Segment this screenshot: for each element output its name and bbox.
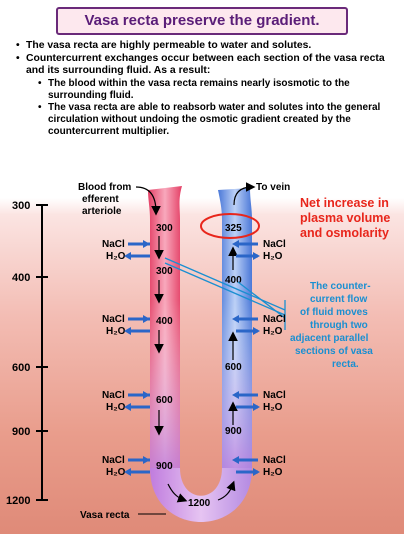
axis-tick-label: 1200 [6, 495, 30, 507]
net-increase-line: Net increase in [300, 196, 389, 210]
label-to-vein: To vein [256, 182, 290, 193]
note-line: of fluid moves [300, 307, 368, 318]
label-efferent: efferent [82, 194, 119, 205]
ascending-value: 400 [225, 275, 242, 286]
net-increase-line: and osmolarity [300, 226, 389, 240]
svg-text:H₂O: H₂O [106, 402, 126, 413]
svg-text:H₂O: H₂O [106, 326, 126, 337]
descending-value: 300 [156, 223, 173, 234]
svg-text:NaCl: NaCl [263, 455, 286, 466]
label-arteriole: arteriole [82, 206, 122, 217]
bullet-countercurrent: Countercurrent exchanges occur between e… [14, 53, 394, 77]
svg-text:NaCl: NaCl [102, 455, 125, 466]
bottom-value: 1200 [188, 498, 211, 509]
page-title: Vasa recta preserve the gradient. [56, 7, 348, 35]
axis-tick-label: 600 [12, 362, 30, 374]
svg-text:NaCl: NaCl [263, 390, 286, 401]
exchange-left: NaCl H₂O NaCl H₂O NaCl H₂O NaCl H₂O [102, 239, 150, 478]
descending-value: 900 [156, 461, 173, 472]
note-line: sections of vasa [295, 346, 373, 357]
svg-text:NaCl: NaCl [102, 314, 125, 325]
highlight-ellipse [200, 213, 260, 239]
net-increase-line: plasma volume [300, 211, 390, 225]
svg-text:H₂O: H₂O [106, 251, 126, 262]
exit-arrow [233, 182, 256, 206]
svg-text:NaCl: NaCl [102, 239, 125, 250]
descending-value: 300 [156, 266, 173, 277]
svg-text:H₂O: H₂O [106, 467, 126, 478]
note-line: adjacent parallel [290, 333, 369, 344]
svg-text:H₂O: H₂O [263, 326, 283, 337]
descending-value: 400 [156, 316, 173, 327]
bullet-isosmotic: The blood within the vasa recta remains … [14, 78, 394, 102]
note-line: through two [310, 320, 368, 331]
label-blood-from: Blood from [78, 182, 131, 193]
svg-text:NaCl: NaCl [102, 390, 125, 401]
svg-text:H₂O: H₂O [263, 467, 283, 478]
descending-value: 600 [156, 395, 173, 406]
bullet-list: The vasa recta are highly permeable to w… [14, 40, 394, 138]
bullet-reabsorb: The vasa recta are able to reabsorb wate… [14, 102, 394, 138]
ascending-value: 600 [225, 362, 242, 373]
note-line: The counter- [310, 281, 371, 292]
svg-text:H₂O: H₂O [263, 402, 283, 413]
exchange-right: NaCl H₂O NaCl H₂O NaCl H₂O NaCl H₂O [232, 239, 286, 478]
axis-tick-label: 900 [12, 426, 30, 438]
osmolarity-axis: 300 400 600 900 1200 [6, 200, 48, 507]
entry-arrow [135, 186, 161, 216]
note-line: current flow [310, 294, 367, 305]
note-line: recta. [332, 359, 359, 370]
bullet-permeable: The vasa recta are highly permeable to w… [14, 40, 394, 52]
svg-text:NaCl: NaCl [263, 239, 286, 250]
flow-arrows [154, 236, 238, 503]
svg-text:NaCl: NaCl [263, 314, 286, 325]
label-vasa-recta: Vasa recta [80, 510, 130, 521]
axis-tick-label: 300 [12, 200, 30, 212]
ascending-value: 900 [225, 426, 242, 437]
svg-text:H₂O: H₂O [263, 251, 283, 262]
interstitial-fluid-background [0, 198, 404, 534]
countercurrent-connector [164, 257, 286, 330]
axis-tick-label: 400 [12, 272, 30, 284]
ascending-value: 325 [225, 223, 242, 234]
